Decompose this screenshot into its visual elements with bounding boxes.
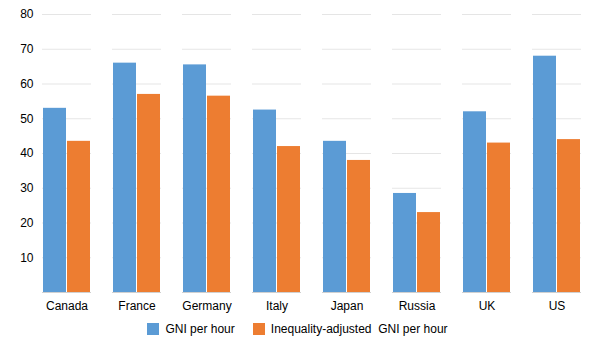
svg-text:France: France (118, 299, 156, 313)
svg-text:Japan: Japan (331, 299, 364, 313)
svg-text:50: 50 (20, 112, 34, 126)
svg-text:Russia: Russia (399, 299, 436, 313)
svg-text:UK: UK (479, 299, 496, 313)
svg-text:40: 40 (20, 146, 34, 160)
svg-text:80: 80 (20, 7, 34, 21)
html-text:Inequality-adjusted GNI per ho: Inequality-adjusted GNI per hour (270, 322, 448, 336)
svg-text:Canada: Canada (46, 299, 88, 313)
svg-text:Germany: Germany (182, 299, 231, 313)
svg-text:20: 20 (20, 216, 34, 230)
html-text:GNI per hour: GNI per hour (165, 322, 235, 336)
svg-text:Italy: Italy (266, 299, 288, 313)
svg-text:30: 30 (20, 181, 34, 195)
svg-text:60: 60 (20, 77, 34, 91)
svg-text:70: 70 (20, 42, 34, 56)
svg-text:10: 10 (20, 251, 34, 265)
svg-text:US: US (549, 299, 566, 313)
